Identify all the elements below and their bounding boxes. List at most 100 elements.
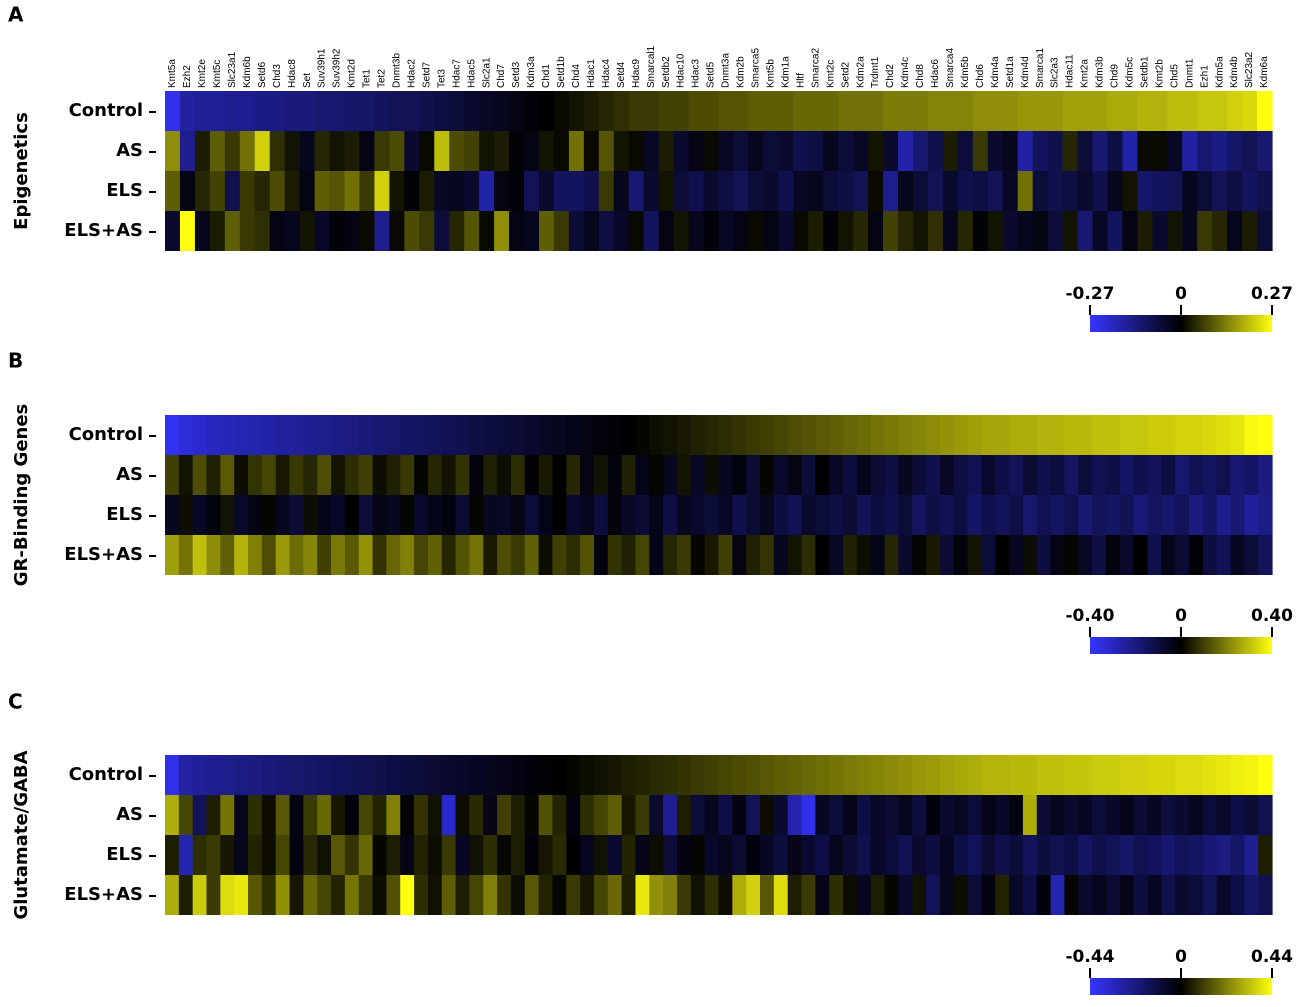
heatmap-cell	[254, 211, 271, 251]
heatmap-cell	[787, 875, 803, 915]
column-label: Slc23a1	[227, 51, 238, 88]
heatmap-cell	[953, 415, 969, 455]
heatmap-cell	[358, 795, 374, 835]
heatmap-cell	[1022, 835, 1038, 875]
heatmap-cell	[1137, 131, 1153, 171]
heatmap-cell	[303, 455, 318, 495]
heatmap-cell	[732, 875, 747, 915]
heatmap-cell	[593, 755, 609, 795]
heatmap-cell	[939, 415, 955, 455]
heatmap-cell	[192, 875, 208, 915]
heatmap-cell	[815, 535, 830, 575]
heatmap-cell	[942, 171, 959, 211]
heatmap-cell	[303, 535, 318, 575]
heatmap-cell	[1227, 91, 1243, 131]
heatmap-cell	[580, 755, 595, 795]
column-label: Chd5	[1169, 64, 1180, 88]
heatmap-cell	[1036, 795, 1052, 835]
heatmap-cell	[414, 495, 429, 535]
heatmap-cell	[1244, 795, 1259, 835]
heatmap-cell	[704, 495, 720, 535]
heatmap-cell	[248, 415, 263, 455]
heatmap-cell	[165, 835, 180, 875]
column-label: Tet1	[362, 69, 373, 88]
heatmap-cell	[628, 131, 645, 171]
heatmap-cell	[178, 795, 194, 835]
heatmap-cell	[673, 171, 690, 211]
heatmap-cell	[289, 755, 304, 795]
heatmap-cell	[359, 211, 376, 251]
heatmap-cell	[331, 535, 346, 575]
heatmap-cell	[898, 535, 913, 575]
heatmap-cell	[568, 211, 585, 251]
heatmap-cell	[1009, 875, 1024, 915]
heatmap-cell	[455, 495, 471, 535]
heatmap-cell	[760, 535, 775, 575]
heatmap-cell	[1002, 91, 1019, 131]
row-label: AS	[116, 464, 143, 485]
heatmap-cell	[314, 91, 331, 131]
heatmap-cell	[635, 795, 650, 835]
heatmap-cell	[853, 211, 869, 251]
heatmap-cell	[856, 795, 872, 835]
heatmap-cell	[372, 875, 387, 915]
column-label: Chd1	[541, 64, 552, 88]
heatmap-cell	[178, 495, 194, 535]
heatmap-cell	[898, 171, 914, 211]
heatmap-cell	[434, 131, 450, 171]
heatmap-cell	[317, 415, 332, 455]
heatmap-cell	[209, 171, 226, 211]
heatmap-cell	[275, 415, 291, 455]
heatmap-cell	[254, 171, 271, 211]
heatmap-cell	[927, 171, 944, 211]
heatmap-cell	[427, 535, 443, 575]
heatmap-cell	[234, 795, 249, 835]
heatmap-cell	[568, 131, 585, 171]
colorbar	[1090, 315, 1272, 332]
heatmap-cell	[400, 495, 415, 535]
heatmap-cell	[261, 495, 277, 535]
heatmap-cell	[1105, 795, 1121, 835]
heatmap-cell	[404, 91, 420, 131]
heatmap-cell	[607, 875, 623, 915]
column-label: Chd9	[1110, 64, 1121, 88]
row-label: ELS	[106, 180, 143, 201]
heatmap-cell	[987, 211, 1004, 251]
heatmap-cell	[898, 131, 914, 171]
heatmap-cell	[1002, 131, 1019, 171]
heatmap-cell	[1050, 835, 1066, 875]
heatmap-cell	[1244, 875, 1259, 915]
heatmap-cell	[967, 875, 983, 915]
heatmap-cell	[275, 495, 291, 535]
heatmap-cell	[469, 495, 484, 535]
heatmap-cell	[718, 415, 733, 455]
heatmap-cell	[856, 415, 872, 455]
column-label: Kmt2e	[197, 59, 208, 88]
heatmap-cell	[284, 91, 301, 131]
heatmap-cell	[455, 535, 471, 575]
heatmap-cell	[165, 455, 180, 495]
heatmap-cell	[613, 91, 630, 131]
heatmap-cell	[912, 875, 927, 915]
heatmap-cell	[995, 755, 1010, 795]
heatmap-cell	[194, 171, 211, 211]
heatmap-cell	[912, 835, 927, 875]
heatmap-cell	[995, 875, 1010, 915]
heatmap-cell	[179, 131, 196, 171]
y-axis-label: GR-Binding Genes	[11, 404, 32, 587]
heatmap-cell	[580, 535, 595, 575]
heatmap-cell	[192, 835, 208, 875]
heatmap-cell	[538, 835, 554, 875]
heatmap-cell	[1032, 211, 1049, 251]
heatmap-cell	[658, 91, 675, 131]
heatmap-cell	[553, 171, 570, 211]
heatmap-cell	[289, 835, 304, 875]
heatmap-cell	[1147, 415, 1162, 455]
heatmap-cell	[613, 171, 630, 211]
heatmap-cell	[192, 455, 208, 495]
heatmap-cell	[1092, 211, 1109, 251]
heatmap-cell	[303, 875, 318, 915]
heatmap-cell	[261, 795, 277, 835]
heatmap-cell	[344, 495, 360, 535]
heatmap-cell	[372, 455, 387, 495]
